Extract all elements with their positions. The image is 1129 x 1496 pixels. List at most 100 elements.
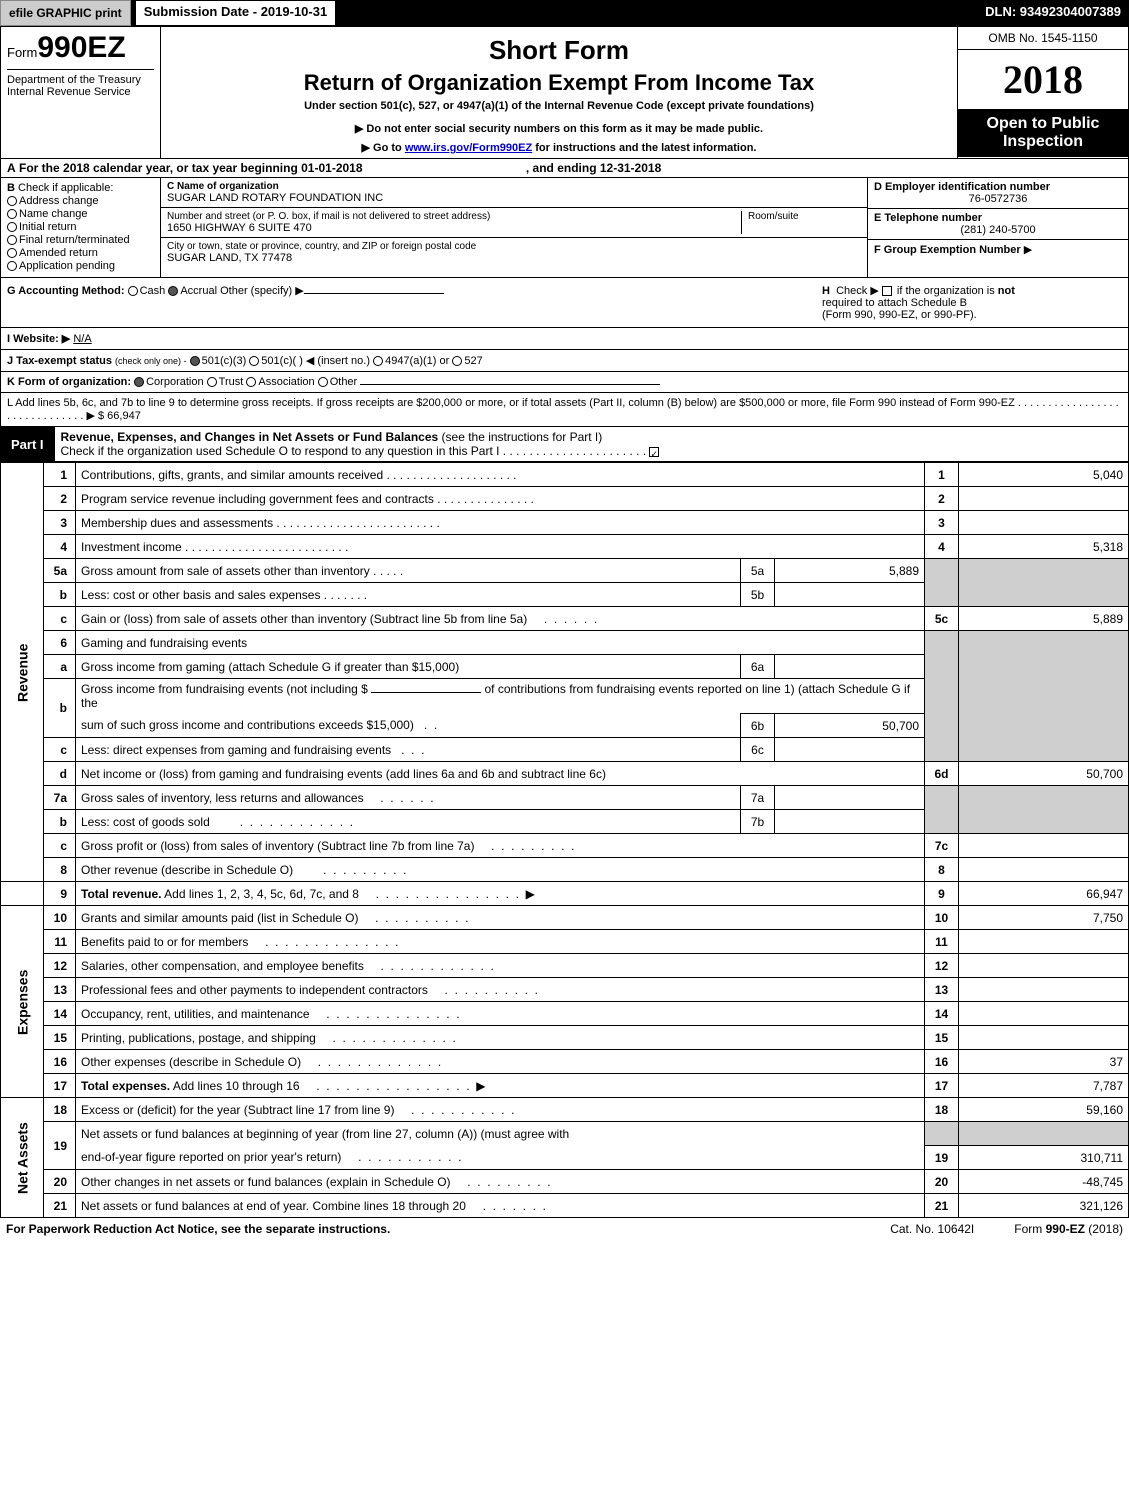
line-10: Expenses 10 Grants and similar amounts p… [1, 906, 1129, 930]
l4-desc: Investment income [81, 540, 182, 554]
irs-link[interactable]: www.irs.gov/Form990EZ [405, 142, 532, 154]
l16-no: 16 [44, 1050, 76, 1074]
l3-rn: 3 [925, 511, 959, 535]
l13-no: 13 [44, 978, 76, 1002]
l6b-blank[interactable] [371, 692, 481, 693]
col-c: C Name of organization SUGAR LAND ROTARY… [161, 178, 868, 277]
h-text3: (Form 990, 990-EZ, or 990-PF). [822, 309, 977, 321]
radio-527[interactable] [452, 356, 462, 366]
l6b-mn: 6b [741, 714, 775, 738]
l8-desc: Other revenue (describe in Schedule O) [81, 863, 293, 877]
form-number-cell: Form990EZ Department of the Treasury Int… [1, 27, 161, 158]
phone-value: (281) 240-5700 [874, 224, 1122, 236]
radio-501c[interactable] [249, 356, 259, 366]
open-line2: Inspection [962, 133, 1124, 151]
l-text: L Add lines 5b, 6c, and 7b to line 9 to … [7, 397, 1015, 409]
chk-application-pending[interactable]: Application pending [7, 260, 154, 272]
l15-val [959, 1026, 1129, 1050]
expenses-side-label: Expenses [1, 906, 44, 1098]
l15-no: 15 [44, 1026, 76, 1050]
g-accounting: G Accounting Method: Cash Accrual Other … [7, 284, 822, 321]
l11-val [959, 930, 1129, 954]
short-form-title: Short Form [167, 35, 951, 66]
other-specify: Other (specify) ▶ [220, 285, 304, 297]
l20-desc: Other changes in net assets or fund bala… [81, 1175, 451, 1189]
part-1-label: Part I [1, 434, 54, 455]
form-number: Form990EZ [7, 31, 154, 65]
footer-cat-no: Cat. No. 10642I [890, 1222, 974, 1236]
h-checkbox[interactable] [882, 286, 892, 296]
l5c-no: c [44, 607, 76, 631]
l6d-no: d [44, 762, 76, 786]
revenue-side-label: Revenue [1, 463, 44, 882]
addr-change-label: Address change [19, 195, 99, 207]
radio-other-org[interactable] [318, 377, 328, 387]
other-org-input[interactable] [360, 384, 660, 385]
radio-association[interactable] [246, 377, 256, 387]
l7b-no: b [44, 810, 76, 834]
l2-no: 2 [44, 487, 76, 511]
subtitle: Under section 501(c), 527, or 4947(a)(1)… [167, 100, 951, 112]
l11-no: 11 [44, 930, 76, 954]
part-1-header: Part I Revenue, Expenses, and Changes in… [0, 427, 1129, 462]
line-15: 15 Printing, publications, postage, and … [1, 1026, 1129, 1050]
line-13: 13 Professional fees and other payments … [1, 978, 1129, 1002]
open-line1: Open to Public [962, 115, 1124, 133]
chk-address-change[interactable]: Address change [7, 195, 154, 207]
line-3: 3 Membership dues and assessments . . . … [1, 511, 1129, 535]
row-j: J Tax-exempt status (check only one) - 5… [0, 350, 1129, 372]
b-label: Check if applicable: [18, 182, 113, 194]
amended-return-label: Amended return [19, 247, 98, 259]
l1-val: 5,040 [959, 463, 1129, 487]
city-value: SUGAR LAND, TX 77478 [167, 252, 861, 264]
l14-rn: 14 [925, 1002, 959, 1026]
l20-val: -48,745 [959, 1170, 1129, 1194]
footer-left: For Paperwork Reduction Act Notice, see … [6, 1222, 390, 1236]
line-14: 14 Occupancy, rent, utilities, and maint… [1, 1002, 1129, 1026]
527-label: 527 [464, 355, 482, 367]
chk-final-return[interactable]: Final return/terminated [7, 234, 154, 246]
schedule-o-checkbox[interactable] [649, 447, 659, 457]
radio-501c3[interactable] [190, 356, 200, 366]
l9-val: 66,947 [959, 882, 1129, 906]
radio-cash[interactable] [128, 286, 138, 296]
radio-corporation[interactable] [134, 377, 144, 387]
line-19-1: 19 Net assets or fund balances at beginn… [1, 1122, 1129, 1146]
submission-date: Submission Date - 2019-10-31 [135, 0, 337, 26]
chk-initial-return[interactable]: Initial return [7, 221, 154, 233]
501c3-label: 501(c)(3) [202, 355, 247, 367]
l5a-mv: 5,889 [775, 559, 925, 583]
row-gh: G Accounting Method: Cash Accrual Other … [0, 278, 1129, 328]
row-i-website: I Website: ▶ N/A [0, 328, 1129, 350]
d-ein-row: D Employer identification number 76-0572… [868, 178, 1128, 209]
efile-print-button[interactable]: efile GRAPHIC print [0, 0, 131, 26]
l9-no: 9 [44, 882, 76, 906]
l9-rn: 9 [925, 882, 959, 906]
line-6d: d Net income or (loss) from gaming and f… [1, 762, 1129, 786]
l10-no: 10 [44, 906, 76, 930]
line-5c: c Gain or (loss) from sale of assets oth… [1, 607, 1129, 631]
f-group-row: F Group Exemption Number ▶ [868, 240, 1128, 259]
grey-5 [925, 559, 959, 607]
l6a-mv [775, 655, 925, 679]
l16-desc: Other expenses (describe in Schedule O) [81, 1055, 301, 1069]
l5b-mn: 5b [741, 583, 775, 607]
other-input[interactable] [304, 293, 444, 294]
a-label: A [7, 161, 16, 175]
l1-desc: Contributions, gifts, grants, and simila… [81, 468, 383, 482]
l6-desc: Gaming and fundraising events [76, 631, 925, 655]
radio-4947[interactable] [373, 356, 383, 366]
radio-accrual[interactable] [168, 286, 178, 296]
h-not: not [998, 285, 1015, 297]
tax-year: 2018 [958, 50, 1128, 109]
chk-amended-return[interactable]: Amended return [7, 247, 154, 259]
radio-trust[interactable] [207, 377, 217, 387]
l5a-mn: 5a [741, 559, 775, 583]
chk-name-change[interactable]: Name change [7, 208, 154, 220]
line-17: 17 Total expenses. Add lines 10 through … [1, 1074, 1129, 1098]
l15-desc: Printing, publications, postage, and shi… [81, 1031, 316, 1045]
line-7a: 7a Gross sales of inventory, less return… [1, 786, 1129, 810]
l6d-val: 50,700 [959, 762, 1129, 786]
h-text1: if the organization is [897, 285, 998, 297]
part-1-title-bold: Revenue, Expenses, and Changes in Net As… [61, 430, 439, 444]
